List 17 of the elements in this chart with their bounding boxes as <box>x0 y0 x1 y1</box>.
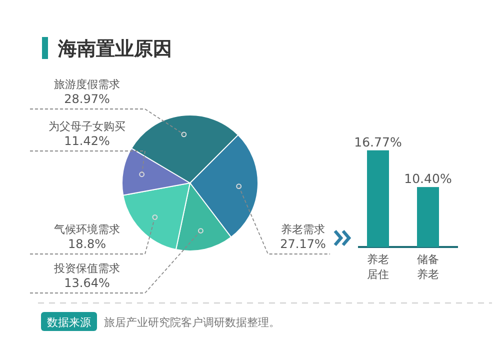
slice-label: 旅游度假需求 <box>54 78 120 91</box>
data-label: 18.8% <box>68 237 106 251</box>
text: 数据来源 <box>47 316 91 329</box>
data-label: 10.40% <box>404 171 452 186</box>
data-label: 11.42% <box>64 134 110 148</box>
data-label: 27.17% <box>280 237 326 251</box>
text: 旅居产业研究院客户调研数据整理。 <box>104 316 280 329</box>
data-label: 13.64% <box>64 276 110 290</box>
slice-label: 投资保值需求 <box>53 262 120 275</box>
x-tick-label: 养老居住 <box>367 253 389 281</box>
chart-title: 海南置业原因 <box>57 38 172 60</box>
data-label: 28.97% <box>64 92 110 106</box>
data-label: 16.77% <box>354 134 402 150</box>
x-tick-label: 储备养老 <box>417 253 439 281</box>
slice-label: 养老需求 <box>281 223 325 236</box>
slice-label: 气候环境需求 <box>54 223 120 236</box>
slice-label: 为父母子女购买 <box>48 120 126 133</box>
